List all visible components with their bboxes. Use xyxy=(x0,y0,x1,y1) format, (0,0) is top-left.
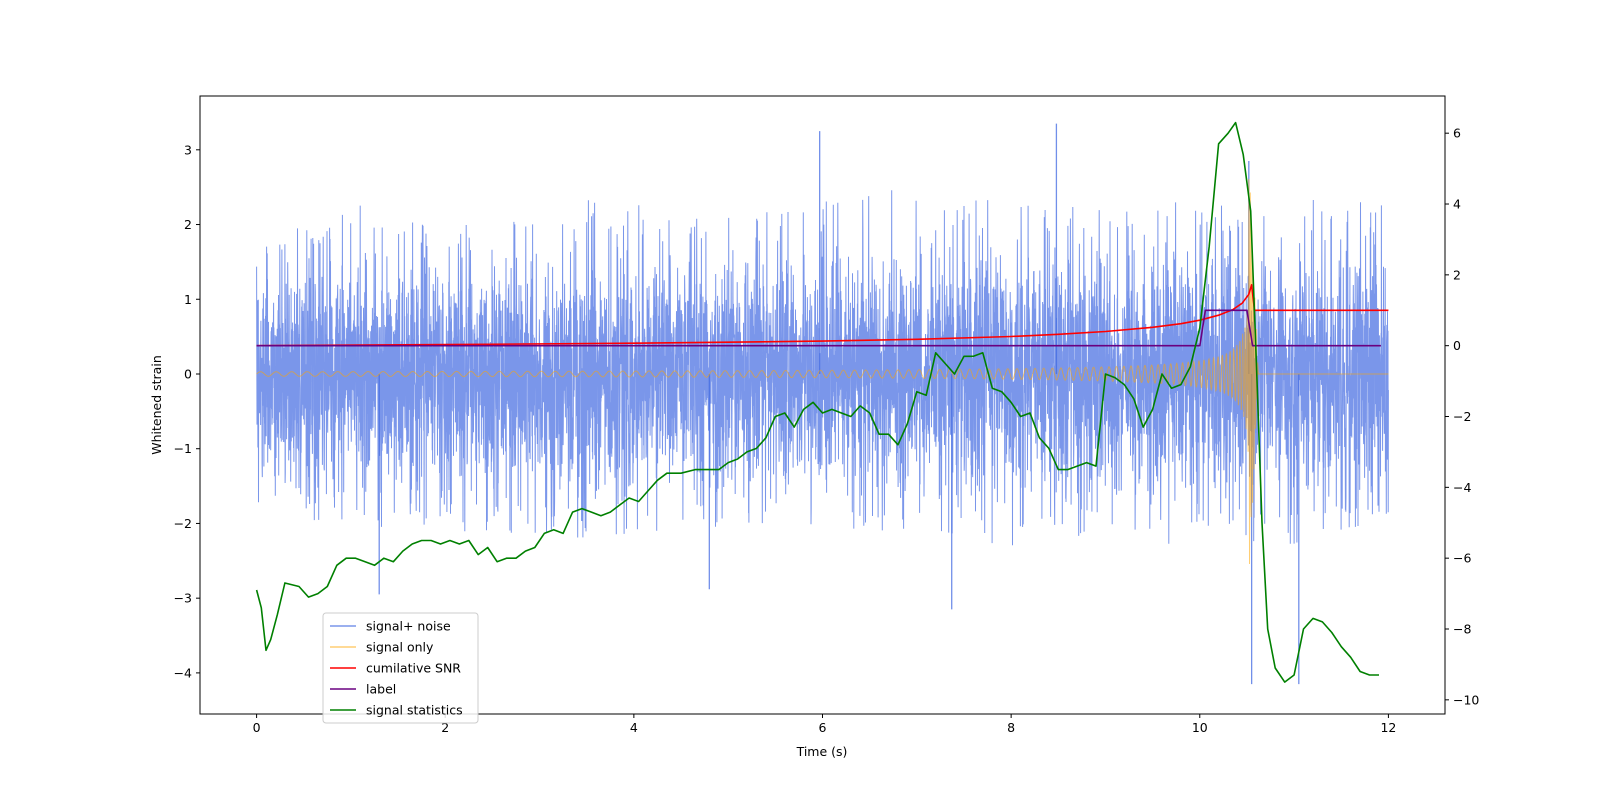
x-tick-label: 6 xyxy=(819,720,827,735)
x-axis-label: Time (s) xyxy=(796,744,848,759)
y2-tick-label: −4 xyxy=(1453,480,1471,495)
y2-tick-label: 2 xyxy=(1453,267,1461,282)
y2-tick-label: −8 xyxy=(1453,622,1471,637)
legend-entry: signal only xyxy=(366,640,434,655)
noise-trace xyxy=(256,190,1389,546)
legend-entry: label xyxy=(366,682,396,697)
y-tick-label: −4 xyxy=(174,665,192,680)
y-tick-label: −2 xyxy=(174,516,192,531)
legend-entry: cumilative SNR xyxy=(366,661,461,676)
signal-statistics-line xyxy=(255,121,1379,683)
y-axis-right: −10 −8 −6 −4 −2 0 2 4 6 xyxy=(1445,126,1479,707)
y-tick-label: −3 xyxy=(174,591,192,606)
x-tick-label: 4 xyxy=(630,720,638,735)
y2-tick-label: 0 xyxy=(1453,338,1461,353)
y-tick-label: −1 xyxy=(174,441,192,456)
series-label xyxy=(256,309,1381,347)
y-axis-left: −4 −3 −2 −1 0 1 2 3 xyxy=(174,142,200,680)
y-tick-label: 1 xyxy=(184,292,192,307)
cumulative-snr-line xyxy=(256,283,1389,347)
y-axis-label: Whitened strain xyxy=(149,355,164,454)
y2-tick-label: 4 xyxy=(1453,197,1461,212)
label-line xyxy=(256,309,1381,347)
y-tick-label: 3 xyxy=(184,142,192,157)
x-axis: 0 2 4 6 8 10 12 xyxy=(253,714,1396,735)
y-tick-label: 2 xyxy=(184,217,192,232)
y2-tick-label: −2 xyxy=(1453,409,1471,424)
series-signal-only xyxy=(256,178,1389,565)
legend-frame xyxy=(322,612,479,724)
x-tick-label: 0 xyxy=(253,720,261,735)
legend-entry: signal statistics xyxy=(366,703,463,718)
series-signal-plus-noise xyxy=(256,123,1389,685)
series-signal-statistics xyxy=(255,121,1379,683)
signal-trace xyxy=(256,178,1389,565)
y2-tick-label: −10 xyxy=(1453,692,1479,707)
series-cumulative-snr xyxy=(256,283,1389,347)
plot-area xyxy=(255,121,1389,685)
x-tick-label: 12 xyxy=(1380,720,1396,735)
x-tick-label: 2 xyxy=(441,720,449,735)
x-tick-label: 10 xyxy=(1192,720,1208,735)
legend-entry: signal+ noise xyxy=(366,619,451,634)
y2-tick-label: 6 xyxy=(1453,126,1461,141)
y2-tick-label: −6 xyxy=(1453,551,1471,566)
legend: signal+ noise signal only cumilative SNR la… xyxy=(322,612,479,724)
y-tick-label: 0 xyxy=(184,366,192,381)
x-tick-label: 8 xyxy=(1007,720,1015,735)
